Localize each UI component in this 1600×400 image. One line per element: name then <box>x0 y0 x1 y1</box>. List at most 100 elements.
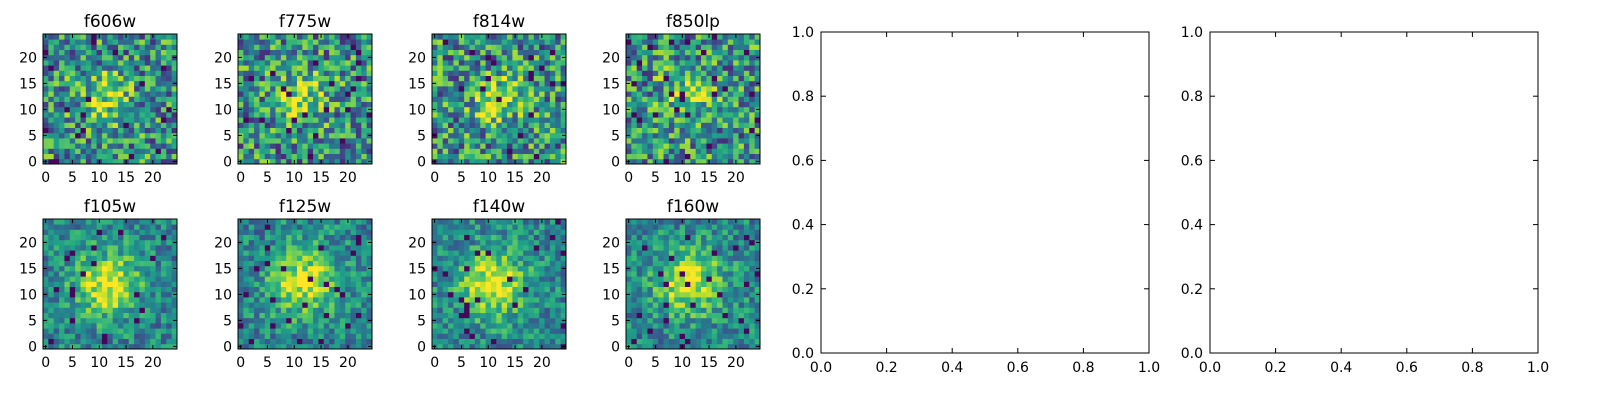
heatmap-cell <box>270 75 276 82</box>
heatmap-cell <box>296 291 303 298</box>
heatmap-cell <box>474 86 481 92</box>
heatmap-cell <box>544 343 551 350</box>
heatmap-cell <box>528 127 535 134</box>
heatmap-cell <box>48 276 55 282</box>
heatmap-cell <box>248 302 255 308</box>
heatmap-cell <box>75 328 81 334</box>
heatmap-cell <box>695 302 702 308</box>
heatmap-cell <box>85 271 92 277</box>
heatmap-cell <box>323 54 330 61</box>
heatmap-cell <box>53 44 60 50</box>
heatmap-cell <box>339 138 346 144</box>
heatmap-cell <box>64 75 71 82</box>
heatmap-cell <box>302 234 309 241</box>
heatmap-cell <box>733 44 739 50</box>
heatmap-cell <box>512 91 519 97</box>
heatmap-cell <box>243 255 250 261</box>
heatmap-cell <box>48 34 55 40</box>
heatmap-cell <box>684 255 691 261</box>
heatmap-cell <box>674 302 680 308</box>
heatmap-cell <box>128 265 135 272</box>
heatmap-cell <box>711 54 718 61</box>
heatmap-cell <box>361 333 368 339</box>
heatmap-cell <box>754 65 761 71</box>
heatmap-cell <box>517 34 524 40</box>
heatmap-cell <box>631 39 638 45</box>
heatmap-cell <box>647 323 654 329</box>
heatmap-cell <box>128 122 135 128</box>
heatmap-cell <box>464 312 470 319</box>
heatmap-cell <box>264 80 271 87</box>
heatmap-cell <box>442 34 449 40</box>
heatmap-cell <box>501 60 508 66</box>
heatmap-cell <box>339 127 346 134</box>
heatmap-cell <box>296 286 303 293</box>
panel-title: f140w <box>473 197 525 217</box>
heatmap-cell <box>544 86 551 92</box>
heatmap-cell <box>318 80 325 87</box>
heatmap-cell <box>555 80 562 87</box>
heatmap-cell <box>528 338 535 345</box>
heatmap-cell <box>134 75 140 82</box>
heatmap-cell <box>350 291 357 298</box>
heatmap-cell <box>496 60 503 66</box>
heatmap-cell <box>350 117 357 123</box>
heatmap-cell <box>496 312 503 319</box>
heatmap-cell <box>512 132 519 139</box>
heatmap-cell <box>501 297 508 303</box>
heatmap-cell <box>334 143 341 149</box>
heatmap-cell <box>490 158 497 165</box>
heatmap-cell <box>496 39 503 45</box>
heatmap-cell <box>43 312 49 319</box>
heatmap-cell <box>701 276 707 282</box>
heatmap-cell <box>144 219 151 225</box>
heatmap-cell <box>636 286 643 293</box>
heatmap-cell <box>329 96 335 102</box>
heatmap-cell <box>717 60 723 66</box>
heatmap-cell <box>144 328 151 334</box>
heatmap-cell <box>523 286 529 293</box>
heatmap-cell <box>254 239 260 246</box>
heatmap-cell <box>264 307 271 313</box>
heatmap-cell <box>302 122 309 128</box>
heatmap-cell <box>437 106 444 113</box>
heatmap-cell <box>329 106 335 113</box>
heatmap-cell <box>345 117 351 123</box>
heatmap-cell <box>350 276 357 282</box>
heatmap-cell <box>69 96 76 102</box>
heatmap-cell <box>663 245 670 251</box>
heatmap-cell <box>248 317 255 324</box>
heatmap-cell <box>139 153 146 160</box>
heatmap-cell <box>302 323 309 329</box>
heatmap-cell <box>560 138 567 144</box>
heatmap-cell <box>523 338 529 345</box>
x-tick-label: 20 <box>533 170 551 186</box>
heatmap-cell <box>166 297 173 303</box>
heatmap-cell <box>345 224 351 230</box>
heatmap-cell <box>334 276 341 282</box>
heatmap-cell <box>549 143 556 149</box>
heatmap-cell <box>674 276 680 282</box>
heatmap-cell <box>270 234 276 241</box>
heatmap-cell <box>631 297 638 303</box>
heatmap-cell <box>150 333 156 339</box>
y-tick-label: 0 <box>28 339 37 355</box>
heatmap-cell <box>555 224 562 230</box>
heatmap-cell <box>642 291 648 298</box>
heatmap-cell <box>134 106 140 113</box>
heatmap-cell <box>469 60 476 66</box>
heatmap-cell <box>243 112 250 118</box>
heatmap-cell <box>642 138 648 144</box>
heatmap-cell <box>64 86 71 92</box>
heatmap-cell <box>464 343 470 350</box>
heatmap-cell <box>291 60 298 66</box>
heatmap-cell <box>496 286 503 293</box>
heatmap-cell <box>270 101 276 108</box>
heatmap-cell <box>749 153 756 160</box>
heatmap-cell <box>238 44 244 50</box>
heatmap-cell <box>329 122 335 128</box>
heatmap-cell <box>48 312 55 319</box>
heatmap-cell <box>323 122 330 128</box>
heatmap-cell <box>517 60 524 66</box>
heatmap-cell <box>711 60 718 66</box>
